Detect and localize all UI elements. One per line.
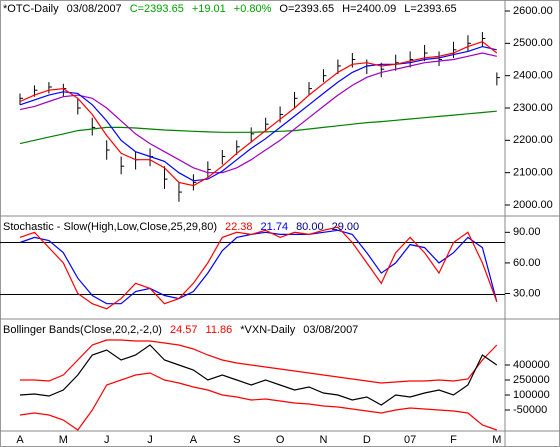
x-tick-label: N [319,434,327,446]
header-part: 21.74 [261,221,289,233]
x-tick-label: A [190,434,198,446]
x-tick-label: 07 [404,434,416,446]
y-tick-label: 2000.00 [513,199,553,211]
y-tick-label: -50000 [513,404,547,416]
header-part: 11.86 [206,324,233,336]
y-tick-label: 100000 [513,389,550,401]
series-line [19,110,497,145]
panel-header: Stochastic - Slow(High,Low,Close,25,29,8… [3,221,359,233]
x-tick-label: A [16,434,24,446]
header-part: Bollinger Bands(Close,20,2,-2,0) [3,324,162,336]
y-tick-label: 400000 [513,359,550,371]
x-tick-label: S [233,434,240,446]
panel-header: *OTC-Daily 03/08/2007 C=2393.65 +19.01 +0.80… [3,3,457,15]
series-line [19,344,498,406]
x-tick-label: D [363,434,371,446]
panel-header: Bollinger Bands(Close,20,2,-2,0) 24.57 11.… [3,324,358,336]
x-tick-label: J [104,434,110,446]
y-tick-label: 2500.00 [513,37,553,49]
series-line [20,339,498,384]
series-line [19,229,498,305]
header-part: 24.57 [170,324,198,336]
series-line [19,45,497,182]
y-tick-label: 30.00 [513,287,541,299]
series-line [19,41,498,187]
y-tick-label: 250000 [513,374,550,386]
header-part: 22.38 [225,221,253,233]
header-part: 03/08/2007 [67,3,122,15]
x-tick-label: M [59,434,68,446]
header-part: H=2400.09 [342,3,396,15]
header-part: *VXN-Daily [240,324,296,336]
y-tick-label: 2200.00 [513,134,553,146]
x-tick-label: F [450,434,457,446]
y-tick-label: 2300.00 [513,102,553,114]
y-tick-label: 90.00 [513,226,541,238]
header-part: 03/08/2007 [303,324,358,336]
header-part: *OTC-Daily [3,3,59,15]
y-tick-label: 2600.00 [513,5,553,17]
header-part: +19.01 [192,3,226,15]
header-part: 29.00 [332,221,360,233]
y-tick-label: 60.00 [513,257,541,269]
series-line [19,372,497,431]
x-tick-label: M [492,434,501,446]
y-tick-label: 2100.00 [513,167,553,179]
header-part: L=2393.65 [404,3,456,15]
x-tick-label: J [147,434,153,446]
series-line [19,226,498,310]
header-part: 80.00 [296,221,324,233]
header-part: Stochastic - Slow(High,Low,Close,25,29,8… [3,221,217,233]
header-part: C=2393.65 [130,3,184,15]
y-tick-label: 2400.00 [513,70,553,82]
x-tick-label: O [276,434,285,446]
header-part: +0.80% [234,3,272,15]
header-part: O=2393.65 [279,3,334,15]
series-line [19,52,497,174]
